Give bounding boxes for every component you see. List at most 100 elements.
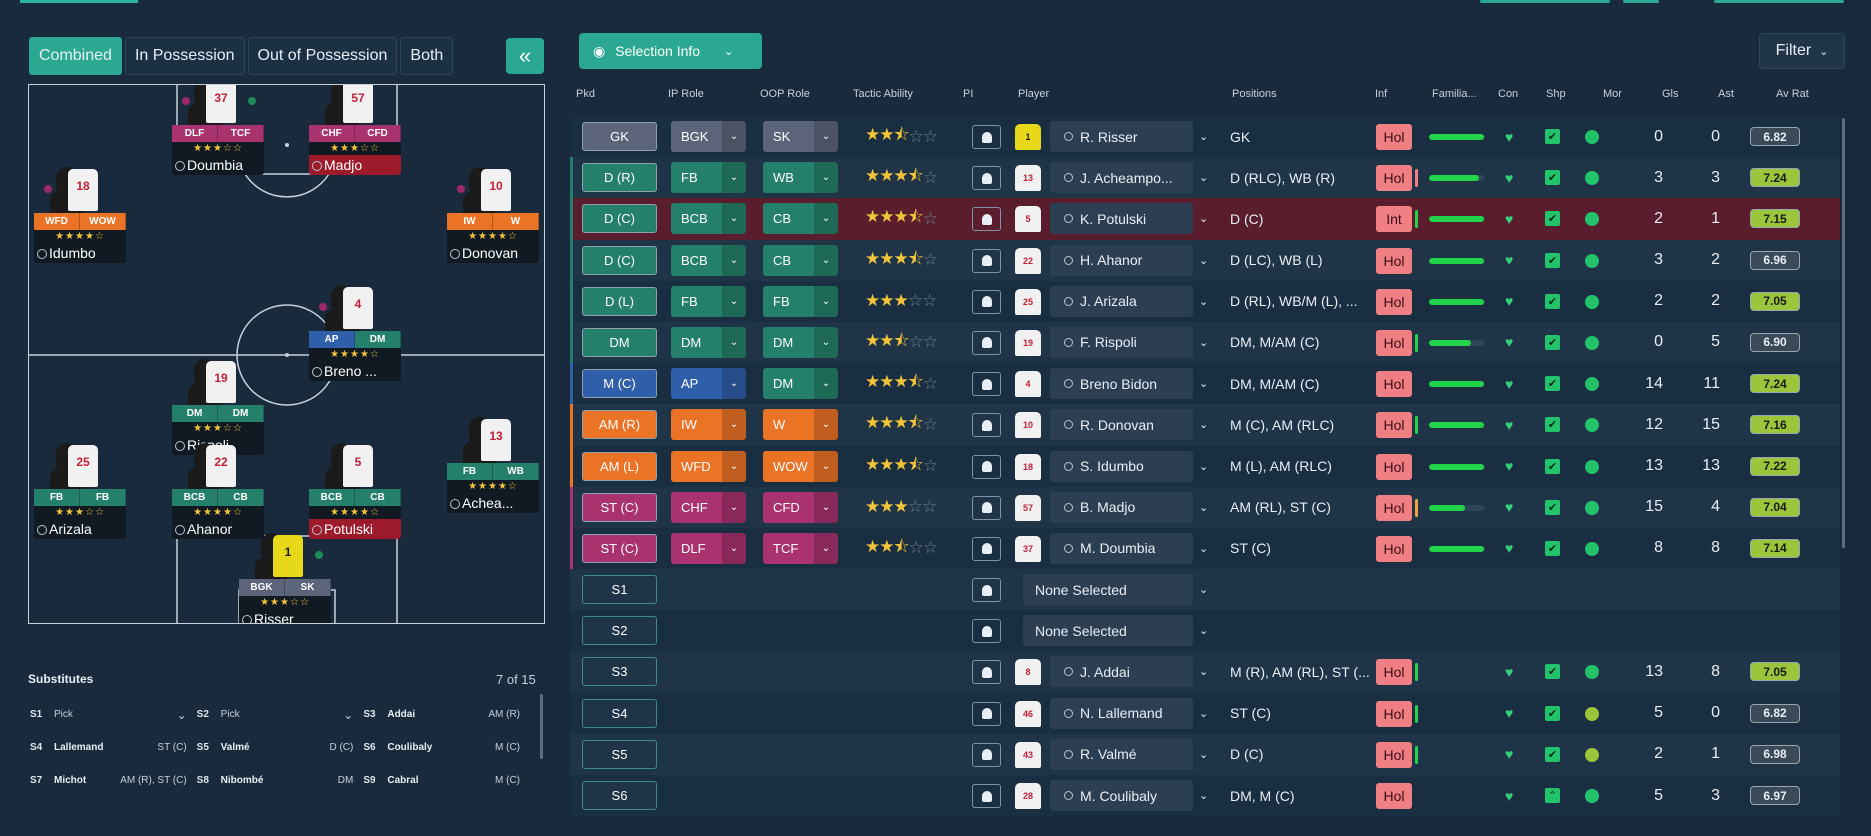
player-instructions-button[interactable] — [972, 413, 1001, 438]
ip-role-select[interactable]: BCB ⌄ — [671, 203, 746, 235]
player-instructions-button[interactable] — [972, 166, 1001, 191]
table-row[interactable]: GK BGK ⌄ SK ⌄ ★★⯪ ☆ ☆ 1 R. Risser ⌄ GK Hol ♥ ✔ 0 0 6.82 — [570, 116, 1840, 158]
col-player[interactable]: Player — [1018, 88, 1050, 100]
chevron-down-icon[interactable]: ⌄ — [1199, 707, 1209, 720]
table-row[interactable]: ST (C) DLF ⌄ TCF ⌄ ★★⯪ ☆ ☆ 37 M. Doumbia ⌄ ST (C) Ho… — [570, 527, 1840, 570]
player-instructions-button[interactable] — [972, 578, 1001, 603]
player-instructions-button[interactable] — [972, 742, 1001, 767]
col-mor[interactable]: Mor — [1603, 88, 1622, 100]
player-select[interactable]: J. Arizala — [1050, 285, 1193, 317]
picked-position[interactable]: D (C) — [582, 245, 657, 275]
view-tab[interactable]: Combined — [29, 37, 122, 75]
substitute-slot[interactable]: S5 Valmé D (C) — [197, 742, 364, 753]
col-ip-role[interactable]: IP Role — [668, 88, 704, 100]
oop-role-select[interactable]: CFD ⌄ — [763, 491, 838, 523]
picked-position[interactable]: DM — [582, 327, 657, 357]
col-pkd[interactable]: Pkd — [576, 88, 595, 100]
picked-position[interactable]: S3 — [582, 657, 657, 687]
chevron-down-icon[interactable]: ⌄ — [1199, 295, 1209, 308]
oop-role-select[interactable]: WOW ⌄ — [763, 450, 838, 482]
table-row[interactable]: DM DM ⌄ DM ⌄ ★★⯪ ☆ ☆ 19 F. Rispoli ⌄ DM, M/AM (C) Ho… — [570, 321, 1840, 364]
filter-button[interactable]: Filter ⌄ — [1759, 33, 1845, 69]
player-select[interactable]: J. Acheampo... — [1050, 162, 1193, 194]
player-instructions-button[interactable] — [972, 701, 1001, 726]
col-pi[interactable]: PI — [963, 88, 974, 100]
substitute-slot[interactable]: S8 Nibombé DM — [197, 775, 364, 786]
picked-position[interactable]: M (C) — [582, 369, 657, 399]
pitch-player-card[interactable]: 25 FB FB ★★★☆☆ Arizala — [34, 441, 126, 545]
ip-role-select[interactable]: FB ⌄ — [671, 162, 746, 194]
substitute-slot[interactable]: S3 Addai AM (R) — [363, 709, 530, 720]
col-inf[interactable]: Inf — [1375, 88, 1388, 100]
table-row[interactable]: D (L) FB ⌄ FB ⌄ ★★★ ☆ ☆ 25 J. Arizala ⌄ D (RL), WB/… — [570, 280, 1840, 322]
pitch-player-card[interactable]: 22 BCB CB ★★★★☆ Ahanor — [172, 441, 264, 545]
player-select[interactable]: H. Ahanor — [1050, 244, 1193, 276]
oop-role-select[interactable]: SK ⌄ — [763, 121, 838, 152]
pitch-player-card[interactable]: 5 BCB CB ★★★★☆ Potulski — [309, 441, 401, 545]
chevron-down-icon[interactable]: ⌄ — [1199, 254, 1209, 267]
picked-position[interactable]: GK — [582, 122, 657, 151]
table-row[interactable]: AM (R) IW ⌄ W ⌄ ★★★⯪ ☆ 10 R. Donovan ⌄ M (C), AM (… — [570, 404, 1840, 446]
chevron-down-icon[interactable]: ⌄ — [1199, 336, 1209, 349]
player-instructions-button[interactable] — [972, 784, 1001, 808]
pitch-player-card[interactable]: 4 AP DM ★★★★☆ Breno ... — [309, 283, 401, 387]
player-select[interactable]: Breno Bidon — [1050, 368, 1193, 400]
picked-position[interactable]: AM (L) — [582, 451, 657, 481]
ip-role-select[interactable]: DM ⌄ — [671, 326, 746, 358]
col-tactic-ability[interactable]: Tactic Ability — [853, 88, 913, 100]
table-scrollbar[interactable] — [1842, 118, 1845, 548]
oop-role-select[interactable]: DM ⌄ — [763, 326, 838, 358]
chevron-down-icon[interactable]: ⌄ — [1199, 790, 1209, 802]
player-select[interactable]: N. Lallemand — [1050, 697, 1193, 729]
chevron-down-icon[interactable]: ⌄ — [1199, 460, 1209, 473]
chevron-down-icon[interactable]: ⌄ — [343, 707, 354, 722]
chevron-down-icon[interactable]: ⌄ — [1199, 666, 1209, 679]
substitute-slot[interactable]: S1 Pick ⌄ — [30, 708, 197, 722]
player-select[interactable]: S. Idumbo — [1050, 450, 1193, 482]
view-tab[interactable]: In Possession — [124, 37, 245, 75]
picked-position[interactable]: D (R) — [582, 163, 657, 193]
player-instructions-button[interactable] — [972, 330, 1001, 355]
table-row[interactable]: S2 None Selected ⌄ — [570, 610, 1840, 652]
ip-role-select[interactable]: IW ⌄ — [671, 409, 746, 441]
player-select[interactable]: J. Addai — [1050, 656, 1193, 688]
player-select[interactable]: R. Donovan — [1050, 409, 1193, 441]
substitute-slot[interactable]: S6 Coulibaly M (C) — [363, 742, 530, 753]
player-select[interactable]: R. Risser — [1050, 121, 1193, 152]
col-av-rat[interactable]: Av Rat — [1776, 88, 1809, 100]
chevron-down-icon[interactable]: ⌄ — [1199, 378, 1209, 391]
picked-position[interactable]: D (L) — [582, 286, 657, 316]
picked-position[interactable]: ST (C) — [582, 492, 657, 522]
pitch-player-card[interactable]: 57 CHF CFD ★★★☆☆ Madjo — [309, 85, 401, 181]
ip-role-select[interactable]: CHF ⌄ — [671, 491, 746, 523]
pitch-player-card[interactable]: 10 IW W ★★★★☆ Donovan — [447, 165, 539, 269]
picked-position[interactable]: S1 — [582, 575, 657, 605]
oop-role-select[interactable]: FB ⌄ — [763, 285, 838, 317]
player-select[interactable]: R. Valmé — [1050, 738, 1193, 770]
substitute-slot[interactable]: S7 Michot AM (R), ST (C) — [30, 775, 197, 786]
player-instructions-button[interactable] — [972, 248, 1001, 273]
ip-role-select[interactable]: DLF ⌄ — [671, 532, 746, 564]
player-select[interactable]: B. Madjo — [1050, 491, 1193, 523]
substitute-slot[interactable]: S2 Pick ⌄ — [197, 708, 364, 722]
chevron-down-icon[interactable]: ⌄ — [1199, 213, 1209, 226]
picked-position[interactable]: S6 — [582, 781, 657, 810]
table-row[interactable]: S1 None Selected ⌄ — [570, 569, 1840, 611]
picked-position[interactable]: AM (R) — [582, 410, 657, 440]
oop-role-select[interactable]: TCF ⌄ — [763, 532, 838, 564]
chevron-down-icon[interactable]: ⌄ — [1199, 542, 1209, 555]
chevron-down-icon[interactable]: ⌄ — [1199, 131, 1209, 143]
chevron-down-icon[interactable]: ⌄ — [1199, 584, 1209, 597]
player-select[interactable]: None Selected — [1023, 615, 1193, 647]
chevron-down-icon[interactable]: ⌄ — [1199, 419, 1209, 432]
substitute-slot[interactable]: S9 Cabral M (C) — [363, 775, 530, 786]
chevron-down-icon[interactable]: ⌄ — [176, 707, 187, 722]
chevron-down-icon[interactable]: ⌄ — [1199, 172, 1209, 185]
oop-role-select[interactable]: WB ⌄ — [763, 162, 838, 194]
ip-role-select[interactable]: AP ⌄ — [671, 368, 746, 400]
player-select[interactable]: M. Doumbia — [1050, 532, 1193, 564]
view-tab[interactable]: Both — [400, 37, 454, 75]
ip-role-select[interactable]: FB ⌄ — [671, 285, 746, 317]
oop-role-select[interactable]: CB ⌄ — [763, 244, 838, 276]
table-row[interactable]: D (C) BCB ⌄ CB ⌄ ★★★⯪ ☆ 22 H. Ahanor ⌄ D (LC), WB … — [570, 239, 1840, 281]
